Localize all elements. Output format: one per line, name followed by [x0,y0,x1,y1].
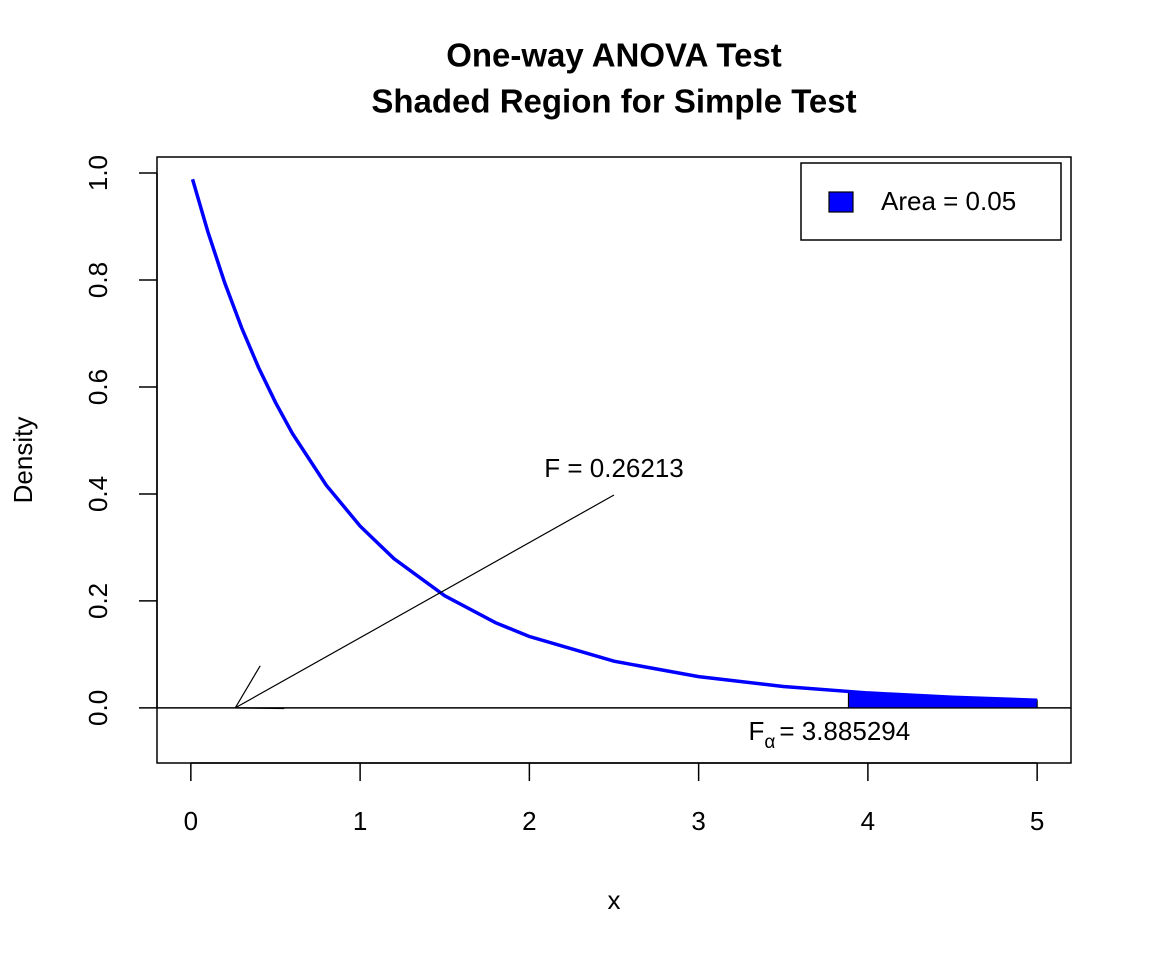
x-tick-label: 0 [184,806,198,836]
y-tick-label: 1.0 [83,155,113,191]
critical-symbol: F [748,716,764,746]
arrow-head [234,665,261,709]
legend-swatch [828,191,854,213]
y-tick-label: 0.6 [83,369,113,405]
critical-subscript: α [764,732,775,753]
y-tick-label: 0.4 [83,476,113,512]
x-tick-label: 2 [522,806,536,836]
statistic-arrow [234,494,615,709]
arrow-head [235,707,285,710]
x-tick-label: 4 [861,806,875,836]
y-tick-label: 0.0 [83,690,113,726]
chart-subtitle: Shaded Region for Simple Test [371,83,856,120]
legend-label: Area = 0.05 [881,186,1016,216]
y-axis-title: Density [8,417,38,504]
x-tick-label: 5 [1030,806,1044,836]
statistic-label: F = 0.26213 [544,453,684,483]
density-curve [190,178,1038,702]
chart-title: One-way ANOVA Test [446,37,782,74]
x-tick-label: 3 [691,806,705,836]
legend-box [800,162,1062,241]
x-axis-title: x [608,885,621,915]
critical-text: = 3.885294 [779,716,910,746]
x-tick-label: 1 [353,806,367,836]
critical-label: Fα = 3.885294 [748,716,910,753]
y-tick-label: 0.2 [83,583,113,619]
y-tick-label: 0.8 [83,262,113,298]
